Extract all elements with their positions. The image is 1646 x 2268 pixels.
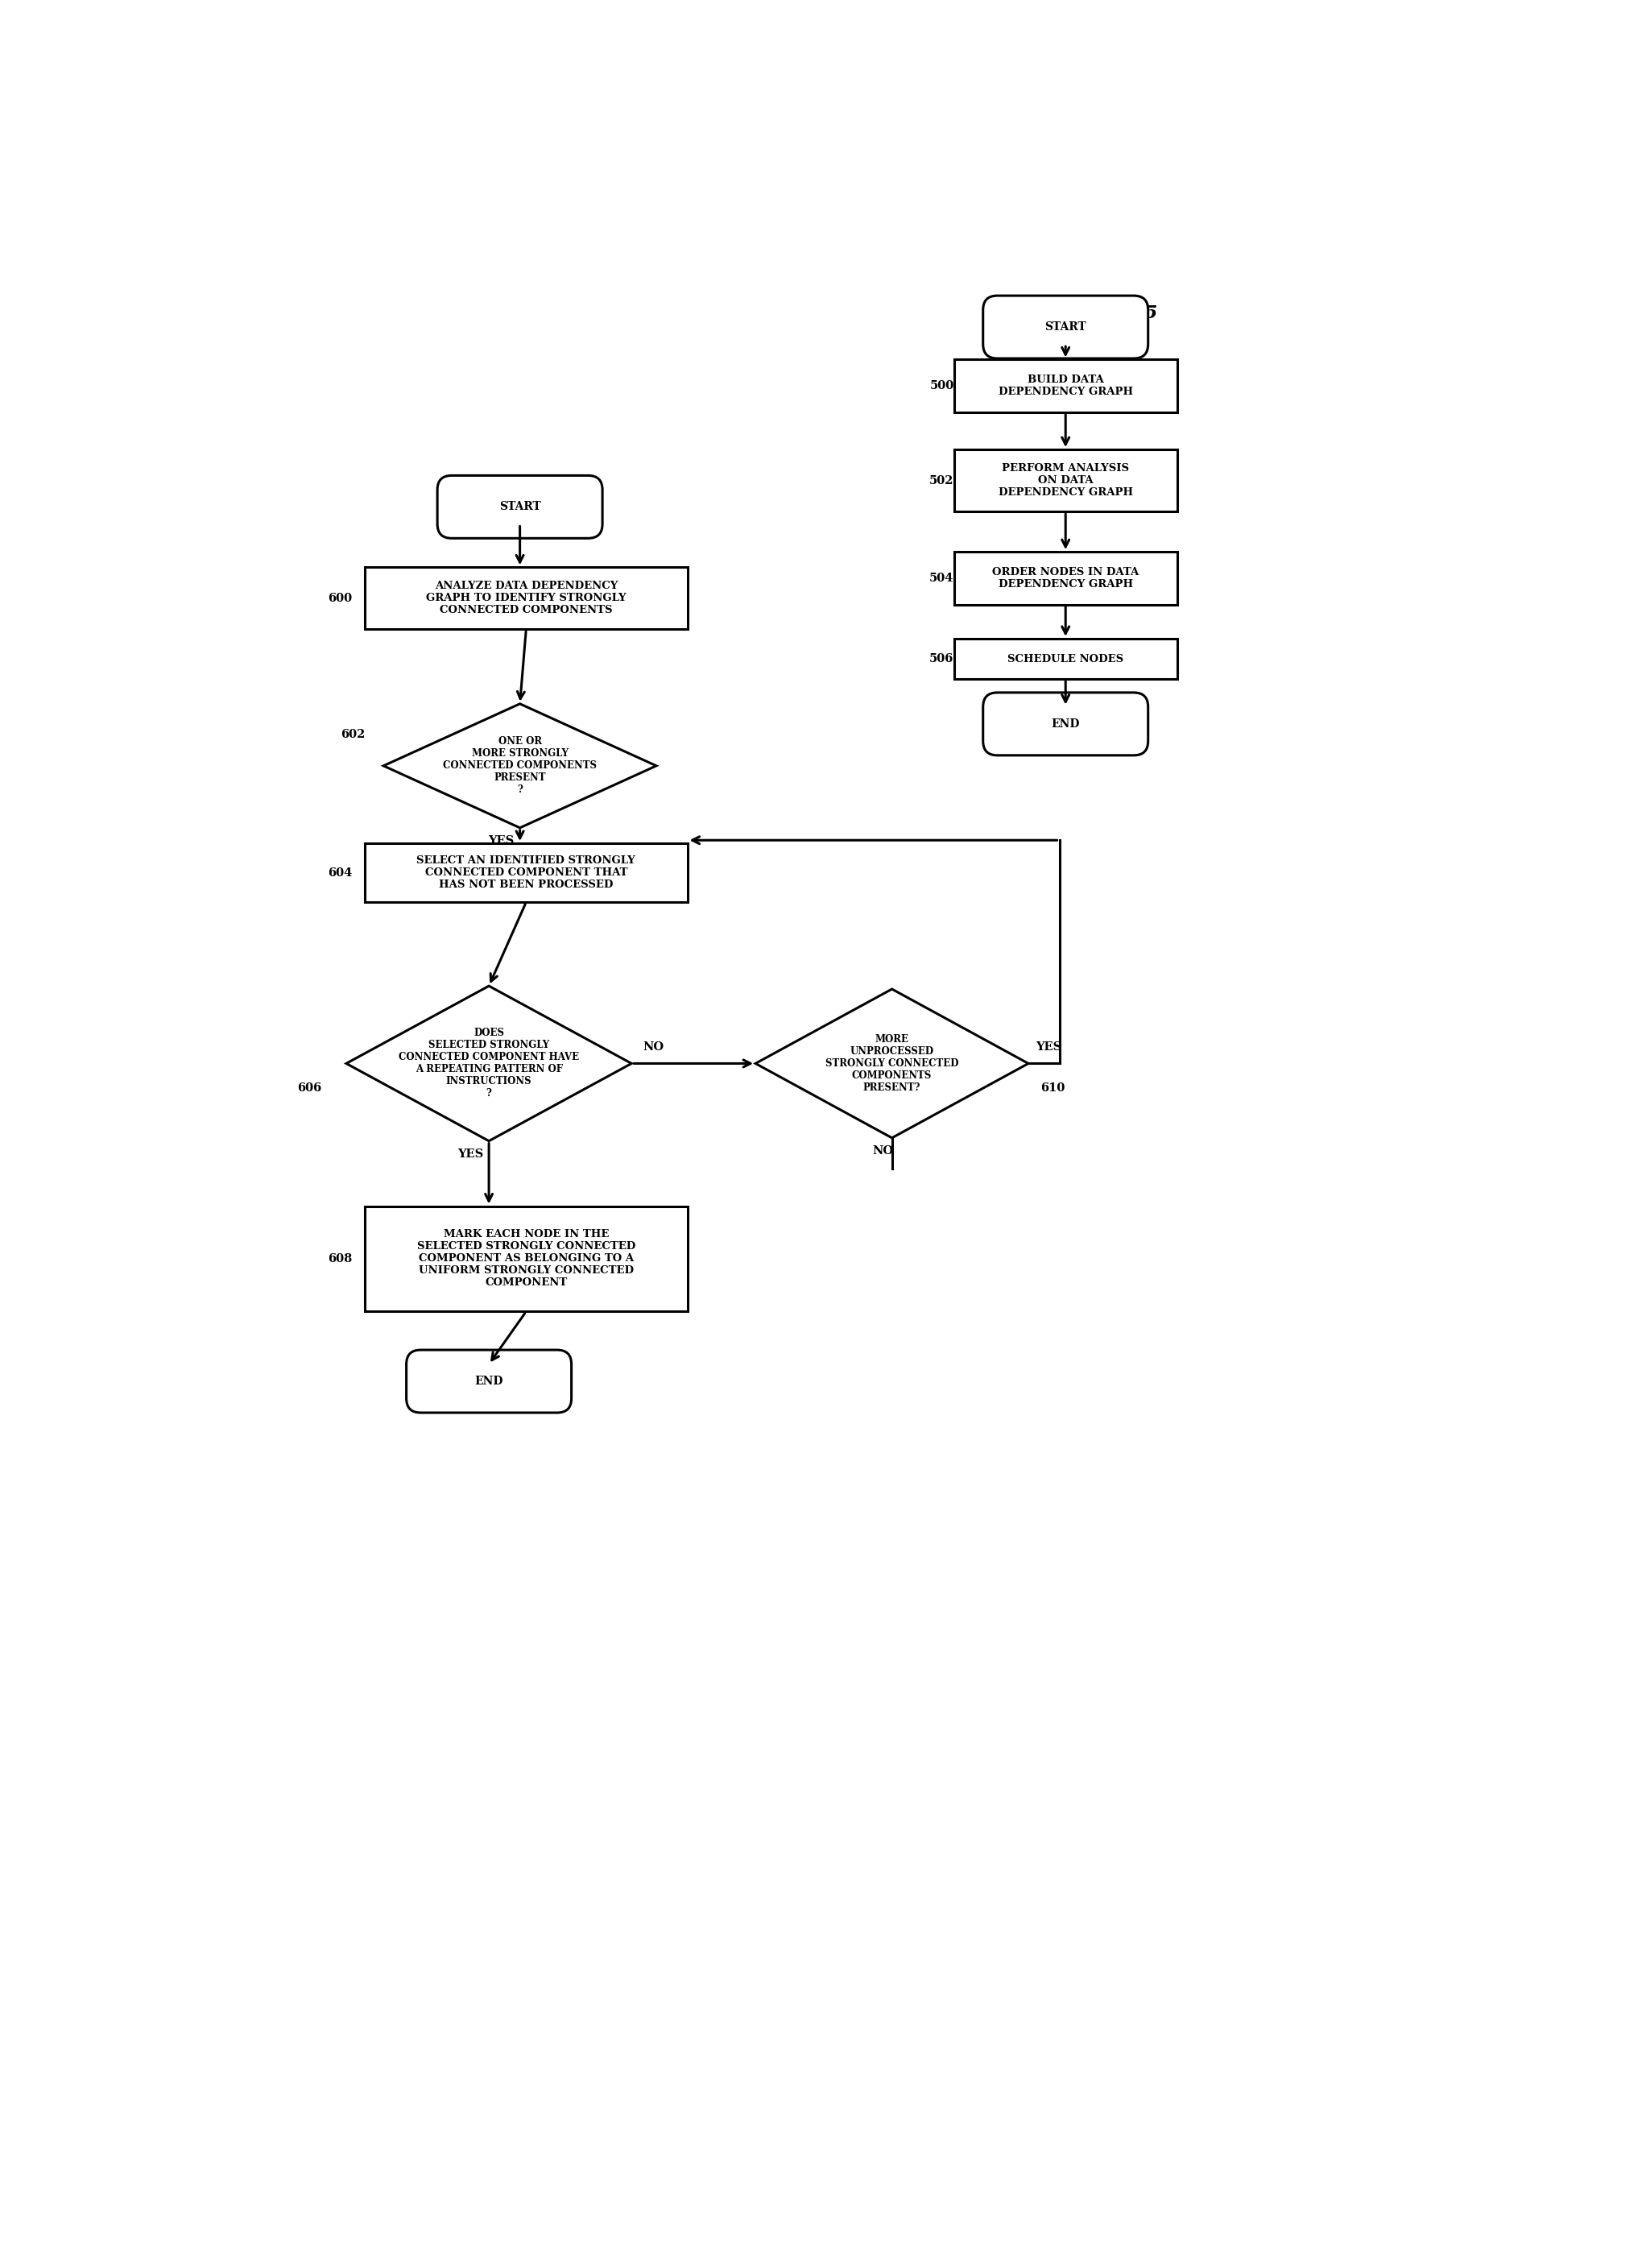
FancyBboxPatch shape [438,476,602,538]
Text: MARK EACH NODE IN THE
SELECTED STRONGLY CONNECTED
COMPONENT AS BELONGING TO A
UN: MARK EACH NODE IN THE SELECTED STRONGLY … [416,1229,635,1288]
FancyBboxPatch shape [365,1207,688,1311]
Text: 502: 502 [930,474,955,485]
Text: PERFORM ANALYSIS
ON DATA
DEPENDENCY GRAPH: PERFORM ANALYSIS ON DATA DEPENDENCY GRAP… [997,463,1132,499]
Polygon shape [346,987,632,1141]
Text: FIG. 5: FIG. 5 [1098,304,1157,322]
FancyBboxPatch shape [955,449,1177,513]
Text: ORDER NODES IN DATA
DEPENDENCY GRAPH: ORDER NODES IN DATA DEPENDENCY GRAPH [993,567,1139,590]
FancyBboxPatch shape [365,844,688,903]
Text: 506: 506 [930,653,955,665]
FancyBboxPatch shape [955,551,1177,606]
FancyBboxPatch shape [407,1349,571,1413]
Text: END: END [474,1377,504,1388]
Text: END: END [1052,719,1080,730]
Text: ONE OR
MORE STRONGLY
CONNECTED COMPONENTS
PRESENT
?: ONE OR MORE STRONGLY CONNECTED COMPONENT… [443,737,597,796]
Text: 500: 500 [930,381,955,392]
FancyBboxPatch shape [955,361,1177,413]
Polygon shape [756,989,1029,1139]
Text: START: START [499,501,542,513]
Text: DOES
SELECTED STRONGLY
CONNECTED COMPONENT HAVE
A REPEATING PATTERN OF
INSTRUCTI: DOES SELECTED STRONGLY CONNECTED COMPONE… [398,1027,579,1100]
Text: ANALYZE DATA DEPENDENCY
GRAPH TO IDENTIFY STRONGLY
CONNECTED COMPONENTS: ANALYZE DATA DEPENDENCY GRAPH TO IDENTIF… [426,581,625,615]
Text: 608: 608 [328,1254,352,1266]
Text: SCHEDULE NODES: SCHEDULE NODES [1007,653,1124,665]
FancyBboxPatch shape [365,567,688,628]
Text: BUILD DATA
DEPENDENCY GRAPH: BUILD DATA DEPENDENCY GRAPH [997,374,1132,397]
Text: START: START [1045,322,1086,333]
Text: SELECT AN IDENTIFIED STRONGLY
CONNECTED COMPONENT THAT
HAS NOT BEEN PROCESSED: SELECT AN IDENTIFIED STRONGLY CONNECTED … [416,855,635,889]
Text: FIG. 6: FIG. 6 [502,490,563,508]
Text: 610: 610 [1040,1082,1065,1093]
Text: 504: 504 [930,572,955,583]
Text: 602: 602 [341,728,365,739]
Text: 604: 604 [328,866,352,878]
Polygon shape [384,703,657,828]
Text: 600: 600 [328,592,352,603]
Text: 606: 606 [298,1082,321,1093]
Text: YES: YES [1035,1041,1062,1052]
Text: NO: NO [872,1145,894,1157]
FancyBboxPatch shape [983,295,1149,358]
FancyBboxPatch shape [983,692,1149,755]
Text: YES: YES [489,835,514,846]
Text: NO: NO [642,1041,663,1052]
Text: YES: YES [458,1148,484,1159]
Text: MORE
UNPROCESSED
STRONGLY CONNECTED
COMPONENTS
PRESENT?: MORE UNPROCESSED STRONGLY CONNECTED COMP… [825,1034,958,1093]
FancyBboxPatch shape [955,640,1177,678]
